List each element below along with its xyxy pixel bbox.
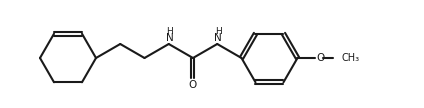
Text: N: N bbox=[215, 33, 222, 43]
Text: O: O bbox=[316, 53, 325, 63]
Text: N: N bbox=[166, 33, 173, 43]
Text: O: O bbox=[189, 80, 197, 90]
Text: H: H bbox=[166, 26, 173, 36]
Text: CH₃: CH₃ bbox=[341, 53, 360, 63]
Text: H: H bbox=[215, 26, 222, 36]
